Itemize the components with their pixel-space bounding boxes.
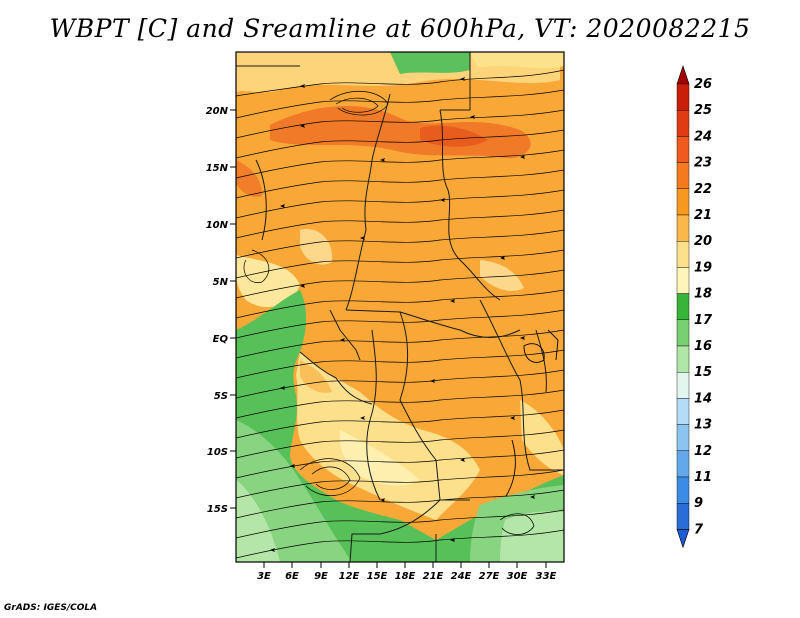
- lake-outlines: [505, 329, 559, 497]
- colorbar-swatch: [676, 83, 690, 111]
- lat-label: 10N: [206, 220, 229, 231]
- latitude-axis: 20N 15N 10N 5N EQ 5S 10S 15S: [206, 106, 236, 515]
- colorbar-level-label: 26: [694, 77, 712, 92]
- colorbar-level-label: 24: [694, 129, 712, 144]
- colorbar-swatch: [676, 398, 690, 425]
- lon-label: 24E: [451, 571, 472, 582]
- colorbar-level-label: 7: [694, 522, 704, 537]
- colorbar-swatch: [676, 476, 690, 504]
- colorbar-swatch: [676, 293, 690, 321]
- colorbar-swatch: [676, 267, 690, 294]
- lat-label: 10S: [207, 447, 228, 458]
- colorbar-swatch: [676, 345, 690, 373]
- longitude-axis: 3E 6E 9E 12E 15E 18E 21E 24E 27E 30E 33E: [257, 562, 557, 582]
- grads-credit: GrADS: IGES/COLA: [4, 603, 98, 613]
- country-borders: [236, 52, 564, 562]
- colorbar-swatch: [676, 372, 690, 399]
- colorbar-level-label: 15: [694, 365, 712, 380]
- colorbar-cap-top: [676, 65, 690, 85]
- map-title: WBPT [C] and Sreamline at 600hPa, VT: 20…: [49, 14, 751, 43]
- colorbar: 26 25 24 23 22 21 20 19 18 17 16 15 14 13 12 11 9 7: [676, 65, 713, 549]
- lat-label: 20N: [206, 106, 229, 117]
- lat-label: 5S: [214, 391, 228, 402]
- wbpt-field: [236, 52, 564, 562]
- lat-label: 15S: [207, 504, 228, 515]
- colorbar-level-label: 17: [694, 313, 713, 328]
- colorbar-level-label: 25: [694, 103, 712, 118]
- colorbar-swatch: [676, 503, 690, 530]
- colorbar-level-label: 13: [694, 418, 712, 433]
- lon-label: 9E: [314, 571, 328, 582]
- colorbar-swatch: [676, 162, 690, 190]
- colorbar-level-label: 12: [694, 444, 712, 459]
- colorbar-level-label: 18: [694, 287, 712, 302]
- colorbar-swatch: [676, 424, 690, 452]
- lat-label: EQ: [213, 334, 229, 345]
- lon-label: 33E: [536, 571, 557, 582]
- colorbar-cap-bottom: [676, 529, 690, 549]
- colorbar-level-label: 11: [694, 470, 712, 485]
- lon-label: 18E: [395, 571, 416, 582]
- lon-label: 6E: [285, 571, 299, 582]
- plot-frame: [235, 51, 565, 563]
- colorbar-level-label: 22: [694, 182, 712, 197]
- colorbar-level-label: 9: [694, 496, 703, 511]
- lat-label: 15N: [206, 163, 229, 174]
- colorbar-swatch: [676, 240, 690, 268]
- lon-label: 21E: [423, 571, 444, 582]
- lon-label: 30E: [507, 571, 528, 582]
- colorbar-level-label: 14: [694, 391, 712, 406]
- lat-label: 5N: [213, 277, 229, 288]
- colorbar-swatch: [676, 214, 690, 242]
- colorbar-swatch: [676, 109, 690, 137]
- lon-label: 15E: [367, 571, 388, 582]
- colorbar-swatch: [676, 450, 690, 478]
- lon-label: 27E: [479, 571, 500, 582]
- colorbar-swatch: [676, 188, 690, 216]
- colorbar-swatch: [676, 136, 690, 163]
- lon-label: 12E: [339, 571, 360, 582]
- colorbar-level-label: 21: [694, 208, 712, 223]
- colorbar-level-label: 19: [694, 260, 712, 275]
- colorbar-level-label: 20: [694, 234, 712, 249]
- colorbar-swatch: [676, 319, 690, 347]
- colorbar-level-label: 23: [694, 156, 712, 171]
- colorbar-level-label: 16: [694, 339, 712, 354]
- lon-label: 3E: [257, 571, 271, 582]
